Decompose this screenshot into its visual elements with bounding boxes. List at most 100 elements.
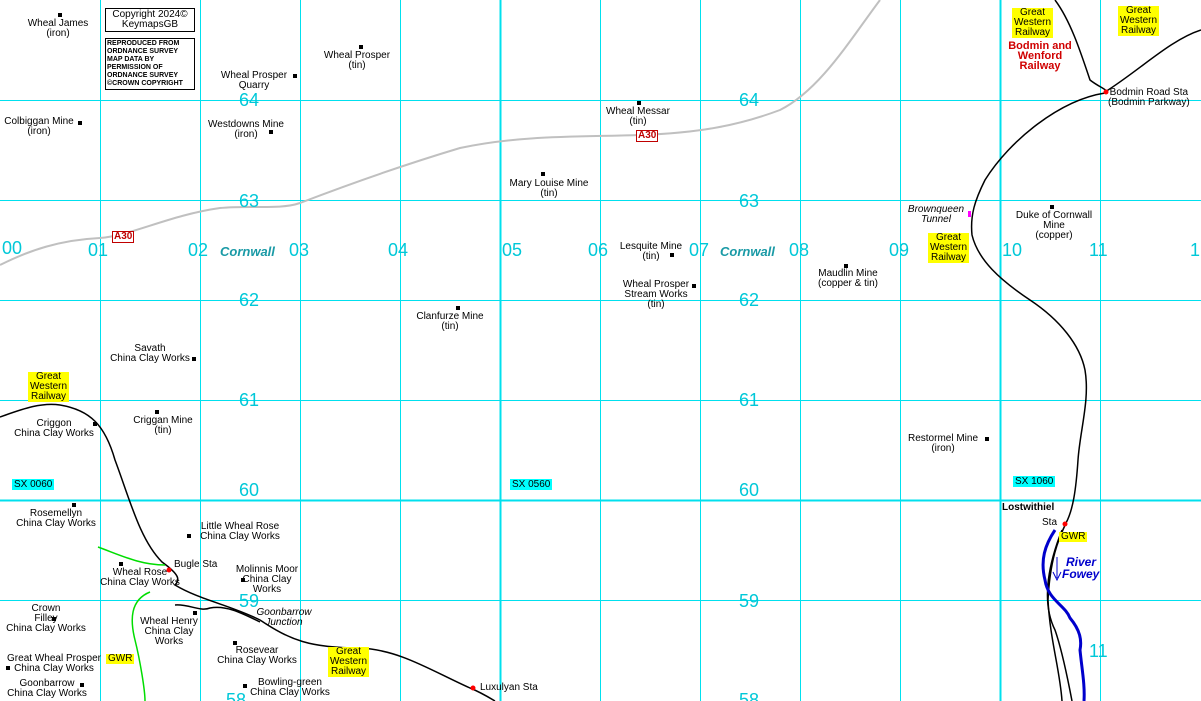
grid-y-58-right: 58 [739,690,760,701]
copyright-line2: KeymapsGB [121,19,179,30]
grid-x-07: 07 [689,240,710,260]
green-track [97,546,166,701]
site-lesquite: Lesquite Mine (tin) [619,241,683,262]
grid-x-02: 02 [188,240,209,260]
grid-y-60-right: 60 [739,480,760,500]
site-criggan-mine: Criggan Mine (tin) [133,415,193,436]
site-marker [637,101,641,105]
site-marker [541,172,545,176]
river-label: River Fowey [1062,555,1100,581]
site-westdowns: Westdowns Mine (iron) [208,119,284,140]
os-notice-line: PERMISSION OF [107,64,163,71]
railway-bodmin-top [1104,29,1201,93]
grid-y-63-left: 63 [239,191,260,211]
railway-tag-gwr: GWR [1059,531,1088,542]
site-marker [243,684,247,688]
grid-y-62-left: 62 [239,290,260,310]
grid-square-sx0560: SX 0560 [510,479,553,490]
grid-square-sx1060: SX 1060 [1013,476,1056,487]
river-arrow [1052,557,1062,582]
grid-y-61-left: 61 [239,390,260,410]
railway-label-gwr: Great Western Railway [28,371,70,402]
site-great-wheal-prosper: Great Wheal Prosper China Clay Works [7,653,101,674]
copyright-line1: Copyright 2024© [112,9,188,20]
railway-label-gwr: Great Western Railway [328,646,370,677]
county-label: Cornwall [720,244,775,259]
road-label-a30: A30 [636,130,659,142]
site-marker [193,611,197,615]
station-label-lostwithiel: Sta [1042,517,1058,528]
grid-x-03: 03 [289,240,310,260]
grid-square-sx0060: SX 0060 [12,479,55,490]
grid-y-59-left: 59 [239,591,260,611]
river-fowey [1041,529,1086,701]
site-marker [192,357,196,361]
site-marker [93,422,97,426]
site-bowling-green: Bowling-green China Clay Works [250,677,330,698]
site-marker [692,284,696,288]
tunnel-marker [968,211,971,217]
station-marker-bugle [166,567,172,573]
railway-right-main [970,0,1107,701]
railway-goonbarrow [174,604,261,623]
site-marker [72,503,76,507]
grid-x-01: 01 [88,240,109,260]
railway-left [0,403,496,701]
site-criggon-works: Criggon China Clay Works [14,418,94,439]
site-marker [80,683,84,687]
grid-y-63-right: 63 [739,191,760,211]
grid-x-08: 08 [789,240,810,260]
site-wheal-james: Wheal James (iron) [27,18,89,39]
site-colbiggan: Colbiggan Mine (iron) [4,116,74,137]
copyright-box: Copyright 2024© KeymapsGB [105,8,195,32]
grid-x-12: 1 [1190,240,1201,260]
site-marker [241,578,245,582]
site-marker [269,130,273,134]
site-wheal-prosper-quarry: Wheal Prosper Quarry [220,70,288,91]
site-marker [119,562,123,566]
site-marker [359,45,363,49]
railway-label-bodmin-wenford: Bodmin and Wenford Railway [1008,40,1072,72]
site-marker [985,437,989,441]
site-wheal-prosper-stream: Wheal Prosper Stream Works (tin) [622,279,690,310]
grid-x-06: 06 [588,240,609,260]
site-wheal-messar: Wheal Messar (tin) [606,106,670,127]
town-label-lostwithiel: Lostwithiel [1002,502,1055,513]
os-notice-line: REPRODUCED FROM [107,40,180,47]
site-marker [670,253,674,257]
site-clanfurze: Clanfurze Mine (tin) [416,311,484,332]
station-label-bodmin-road: Bodmin Road Sta (Bodmin Parkway) [1108,87,1190,108]
grid-x-09: 09 [889,240,910,260]
site-marker [58,13,62,17]
feature-brownqueen-tunnel: Brownqueen Tunnel [907,204,965,225]
site-wheal-prosper: Wheal Prosper (tin) [323,50,391,71]
county-label: Cornwall [220,244,275,259]
site-rosevear: Rosevear China Clay Works [217,645,297,666]
site-marker [78,121,82,125]
site-marker [52,617,56,621]
site-goonbarrow-works: Goonbarrow China Clay Works [7,678,87,699]
site-marker [155,410,159,414]
site-molinnis-moor: Molinnis Moor China Clay Works [235,564,299,595]
station-marker-luxulyan [470,685,476,691]
site-mary-louise: Mary Louise Mine (tin) [509,178,589,199]
site-marker [844,264,848,268]
road-label-a30: A30 [112,231,135,243]
railway-label-gwr: Great Western Railway [1012,7,1054,38]
os-notice-line: ©CROWN COPYRIGHT [107,80,183,87]
grid-x-11: 11 [1089,240,1108,260]
site-maudlin: Maudlin Mine (copper & tin) [817,268,879,289]
grid-y-62-right: 62 [739,290,760,310]
grid-y-61-right: 61 [739,390,760,410]
site-rosemellyn: Rosemellyn China Clay Works [16,508,96,529]
os-notice-line: ORDNANCE SURVEY [107,48,179,55]
site-wheal-henry: Wheal Henry China Clay Works [140,616,198,647]
station-label-luxulyan: Luxulyan Sta [480,682,538,693]
site-duke-of-cornwall: Duke of Cornwall Mine (copper) [1015,210,1093,241]
feature-goonbarrow-junction: Goonbarrow Junction [256,607,312,628]
site-marker [293,74,297,78]
grid-x-04: 04 [388,240,409,260]
